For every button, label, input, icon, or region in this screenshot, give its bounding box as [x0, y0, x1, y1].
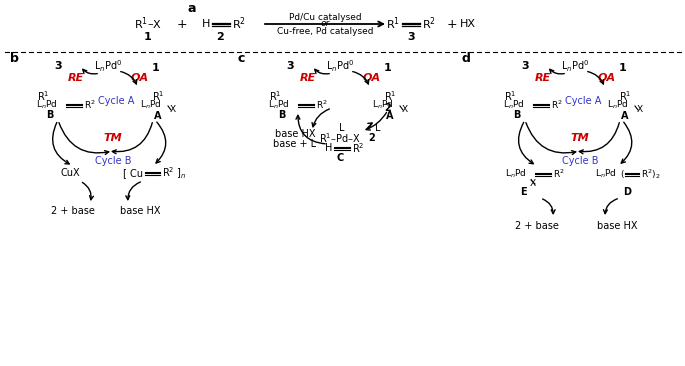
Text: 3: 3: [521, 61, 529, 71]
Text: +: +: [177, 18, 187, 30]
Text: R$^1$: R$^1$: [384, 89, 396, 103]
Text: [ Cu: [ Cu: [123, 168, 143, 178]
Text: RE: RE: [300, 73, 316, 83]
Text: 1: 1: [619, 63, 627, 73]
Text: L$_n$Pd: L$_n$Pd: [268, 99, 290, 111]
Text: R$^2$: R$^2$: [553, 168, 564, 180]
Text: R$^1$: R$^1$: [386, 16, 400, 32]
Text: L$_n$Pd: L$_n$Pd: [140, 99, 162, 111]
Text: RE: RE: [535, 73, 551, 83]
Text: B: B: [278, 110, 286, 120]
Text: 1: 1: [152, 63, 160, 73]
Text: L$_n$Pd$^0$: L$_n$Pd$^0$: [326, 58, 354, 74]
Text: 1: 1: [144, 32, 152, 42]
Text: Cu-free, Pd catalysed: Cu-free, Pd catalysed: [277, 26, 373, 36]
Text: Cycle B: Cycle B: [95, 156, 132, 166]
Text: d: d: [462, 52, 471, 64]
Text: X: X: [637, 105, 643, 115]
Text: B: B: [47, 110, 53, 120]
Text: X: X: [530, 179, 536, 187]
Text: (: (: [620, 169, 624, 179]
Text: R$^1$: R$^1$: [619, 89, 632, 103]
Text: or: or: [321, 19, 329, 29]
Text: A: A: [386, 111, 394, 121]
Text: R$^2$: R$^2$: [316, 99, 327, 111]
Text: 2 + base: 2 + base: [515, 221, 559, 231]
Text: Cycle A: Cycle A: [98, 96, 134, 106]
Text: L$_n$Pd: L$_n$Pd: [595, 168, 616, 180]
Text: L: L: [375, 123, 381, 133]
Text: X: X: [402, 105, 408, 115]
Text: HX: HX: [460, 19, 476, 29]
Text: R$^2$: R$^2$: [84, 99, 96, 111]
Text: TM: TM: [571, 133, 589, 143]
Text: Pd/Cu catalysed: Pd/Cu catalysed: [288, 12, 361, 22]
Text: L$_n$Pd: L$_n$Pd: [372, 99, 394, 111]
Text: a: a: [188, 3, 196, 15]
Text: R$^2$ ]$_n$: R$^2$ ]$_n$: [162, 165, 186, 181]
Text: R$^2$: R$^2$: [232, 16, 246, 32]
Text: D: D: [623, 187, 631, 197]
Text: CuX: CuX: [60, 168, 80, 178]
Text: 3: 3: [407, 32, 415, 42]
Text: OA: OA: [363, 73, 381, 83]
Text: OA: OA: [598, 73, 616, 83]
Text: L$_n$Pd: L$_n$Pd: [505, 168, 527, 180]
Text: 3: 3: [54, 61, 62, 71]
Text: R$^1$–X: R$^1$–X: [134, 16, 162, 32]
Text: 2: 2: [216, 32, 224, 42]
Text: base HX: base HX: [120, 206, 160, 216]
Text: R$^2$: R$^2$: [352, 141, 364, 155]
Text: Cycle A: Cycle A: [565, 96, 601, 106]
Text: base HX: base HX: [275, 129, 315, 139]
Text: 1: 1: [384, 63, 392, 73]
Text: c: c: [238, 52, 245, 64]
Text: H: H: [201, 19, 210, 29]
Text: C: C: [336, 153, 344, 163]
Text: 2: 2: [369, 133, 375, 143]
Text: R$^2$: R$^2$: [422, 16, 436, 32]
Text: TM: TM: [103, 133, 123, 143]
Text: RE: RE: [68, 73, 84, 83]
Text: 2 + base: 2 + base: [51, 206, 95, 216]
Text: +: +: [447, 18, 458, 30]
Text: L$_n$Pd: L$_n$Pd: [36, 99, 58, 111]
Text: E: E: [520, 187, 526, 197]
Text: 2: 2: [384, 103, 391, 113]
Text: OA: OA: [131, 73, 149, 83]
Text: Cycle B: Cycle B: [562, 156, 598, 166]
Text: R$^1$–Pd–X: R$^1$–Pd–X: [319, 131, 361, 145]
Text: b: b: [10, 52, 19, 64]
Text: R$^1$: R$^1$: [503, 89, 516, 103]
Text: base HX: base HX: [597, 221, 637, 231]
Text: X: X: [170, 105, 176, 115]
Text: L: L: [339, 123, 345, 133]
Text: R$^1$: R$^1$: [37, 89, 49, 103]
Text: R$^2$)$_2$: R$^2$)$_2$: [641, 167, 660, 181]
Text: R$^1$: R$^1$: [269, 89, 282, 103]
Text: L$_n$Pd: L$_n$Pd: [607, 99, 629, 111]
Text: L$_n$Pd: L$_n$Pd: [503, 99, 525, 111]
Text: L$_n$Pd$^0$: L$_n$Pd$^0$: [561, 58, 589, 74]
Text: 3: 3: [286, 61, 294, 71]
Text: R$^2$: R$^2$: [551, 99, 563, 111]
Text: H: H: [325, 143, 332, 153]
Text: base + L: base + L: [273, 139, 316, 149]
Text: A: A: [621, 111, 629, 121]
Text: L$_n$Pd$^0$: L$_n$Pd$^0$: [94, 58, 122, 74]
Text: B: B: [513, 110, 521, 120]
Text: A: A: [154, 111, 162, 121]
Text: R$^1$: R$^1$: [152, 89, 164, 103]
